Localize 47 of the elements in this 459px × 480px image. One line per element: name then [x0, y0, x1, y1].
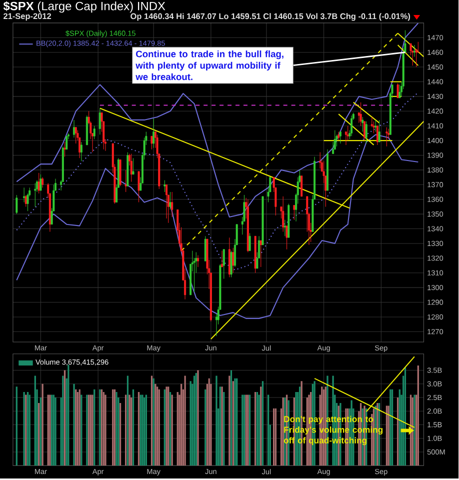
text: Op 1460.34 Hi 1467.07 Lo 1459.51 Cl 1460.15 Vol 3.7B Chg -0.11 (-0.01%) [130, 13, 410, 21]
candlestick [336, 134, 338, 147]
candlestick [293, 204, 296, 220]
candlestick [169, 192, 172, 210]
candlestick [66, 136, 68, 150]
candlestick [38, 172, 40, 194]
candlestick [260, 240, 262, 268]
candlestick [221, 250, 224, 268]
candlestick [300, 176, 303, 197]
annotation: Continue to trade in the bull flag, with plenty of upward mobility if we breakout. [136, 50, 284, 80]
candlestick [223, 249, 226, 280]
candlestick [125, 170, 128, 192]
candlestick [334, 130, 336, 150]
candlestick [150, 136, 153, 150]
candlestick [378, 120, 381, 142]
candlestick [350, 115, 353, 136]
candlestick [34, 182, 36, 207]
candlestick [362, 116, 364, 132]
candlestick [94, 126, 96, 140]
candlestick [374, 120, 377, 132]
candlestick [75, 127, 78, 144]
candlestick [232, 248, 234, 274]
candlestick [360, 102, 362, 126]
chart-title: $SPX (Large Cap Index) INDX [4, 1, 166, 13]
candlestick [138, 171, 140, 203]
candlestick [319, 152, 322, 169]
candlestick [132, 158, 134, 175]
candlestick [386, 127, 388, 147]
candlestick [197, 254, 200, 268]
candlestick [366, 121, 368, 144]
candlestick [40, 174, 42, 191]
candlestick [16, 194, 18, 214]
candlestick [397, 82, 400, 98]
candlestick [23, 187, 26, 203]
candlestick [332, 142, 334, 154]
candlestick [171, 192, 174, 218]
candlestick [372, 121, 375, 134]
candlestick [248, 232, 251, 252]
candlestick [230, 250, 232, 278]
candlestick [166, 184, 168, 219]
candlestick [64, 142, 66, 157]
candlestick [398, 84, 401, 98]
chart-subtitle: 21-Sep-2012 [4, 13, 52, 21]
candlestick [80, 142, 83, 162]
candlestick [42, 177, 44, 188]
candlestick [164, 180, 166, 192]
candlestick [204, 236, 207, 262]
